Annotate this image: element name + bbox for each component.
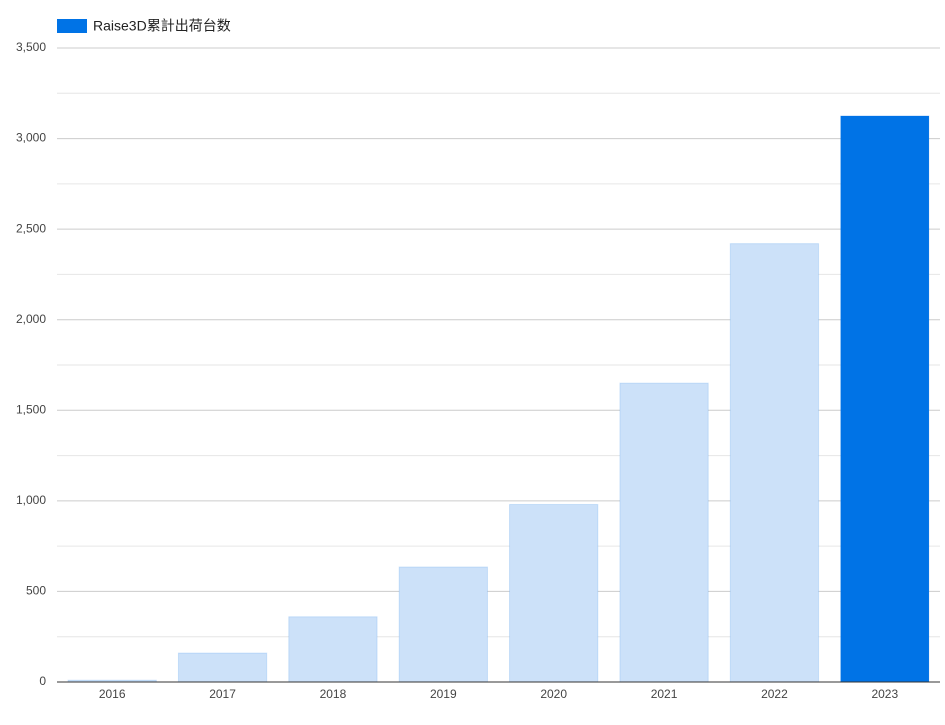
y-tick-label: 2,500: [16, 221, 46, 235]
x-tick-label: 2020: [540, 687, 567, 701]
y-tick-label: 2,000: [16, 312, 46, 326]
bar: [288, 616, 378, 683]
y-tick-label: 3,500: [16, 40, 46, 54]
bar: [177, 652, 268, 683]
x-tick-label: 2023: [871, 687, 898, 701]
x-tick-label: 2022: [761, 687, 788, 701]
y-tick-label: 0: [39, 674, 46, 688]
x-tick-label: 2021: [651, 687, 678, 701]
x-tick-label: 2017: [209, 687, 236, 701]
legend-swatch: [57, 19, 87, 33]
x-tick-label: 2016: [99, 687, 126, 701]
bar: [398, 566, 488, 683]
y-tick-label: 500: [26, 584, 46, 598]
bar: [729, 243, 820, 683]
y-tick-label: 3,000: [16, 131, 46, 145]
bar: [509, 503, 599, 683]
bar: [619, 382, 709, 683]
x-tick-label: 2019: [430, 687, 457, 701]
bar: [840, 115, 930, 683]
y-tick-label: 1,500: [16, 402, 46, 416]
x-tick-label: 2018: [320, 687, 347, 701]
y-tick-label: 1,000: [16, 493, 46, 507]
legend-label: Raise3D累計出荷台数: [93, 18, 231, 34]
